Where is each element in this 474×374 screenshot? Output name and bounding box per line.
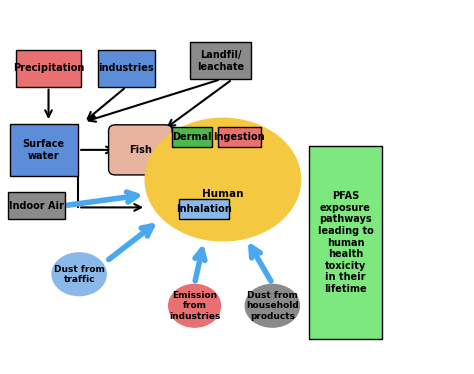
- Text: Surface
water: Surface water: [23, 139, 65, 161]
- FancyBboxPatch shape: [172, 127, 212, 147]
- FancyBboxPatch shape: [109, 125, 172, 175]
- Text: Landfil/
leachate: Landfil/ leachate: [197, 50, 244, 71]
- Text: Human: Human: [202, 189, 244, 199]
- Text: Emission
from
industries: Emission from industries: [169, 291, 220, 321]
- Text: Indoor Air: Indoor Air: [9, 200, 64, 211]
- Circle shape: [145, 118, 301, 241]
- Ellipse shape: [52, 253, 106, 295]
- Ellipse shape: [245, 285, 300, 327]
- Text: Inhalation: Inhalation: [176, 204, 232, 214]
- Text: Dermal: Dermal: [173, 132, 212, 142]
- FancyBboxPatch shape: [16, 50, 82, 87]
- FancyBboxPatch shape: [9, 124, 78, 176]
- Text: Dust from
household
products: Dust from household products: [246, 291, 299, 321]
- Text: Ingestion: Ingestion: [214, 132, 265, 142]
- Text: Fish: Fish: [129, 145, 152, 155]
- Text: Precipitation: Precipitation: [13, 63, 84, 73]
- Ellipse shape: [169, 285, 220, 327]
- FancyBboxPatch shape: [190, 42, 251, 79]
- FancyBboxPatch shape: [9, 191, 65, 220]
- FancyBboxPatch shape: [179, 199, 229, 220]
- Text: PFAS
exposure
pathways
leading to
human
health
toxicity
in their
lifetime: PFAS exposure pathways leading to human …: [318, 191, 373, 294]
- FancyBboxPatch shape: [98, 50, 155, 87]
- Text: industries: industries: [99, 63, 154, 73]
- FancyBboxPatch shape: [309, 146, 382, 339]
- Text: Dust from
traffic: Dust from traffic: [54, 264, 105, 284]
- FancyBboxPatch shape: [218, 127, 261, 147]
